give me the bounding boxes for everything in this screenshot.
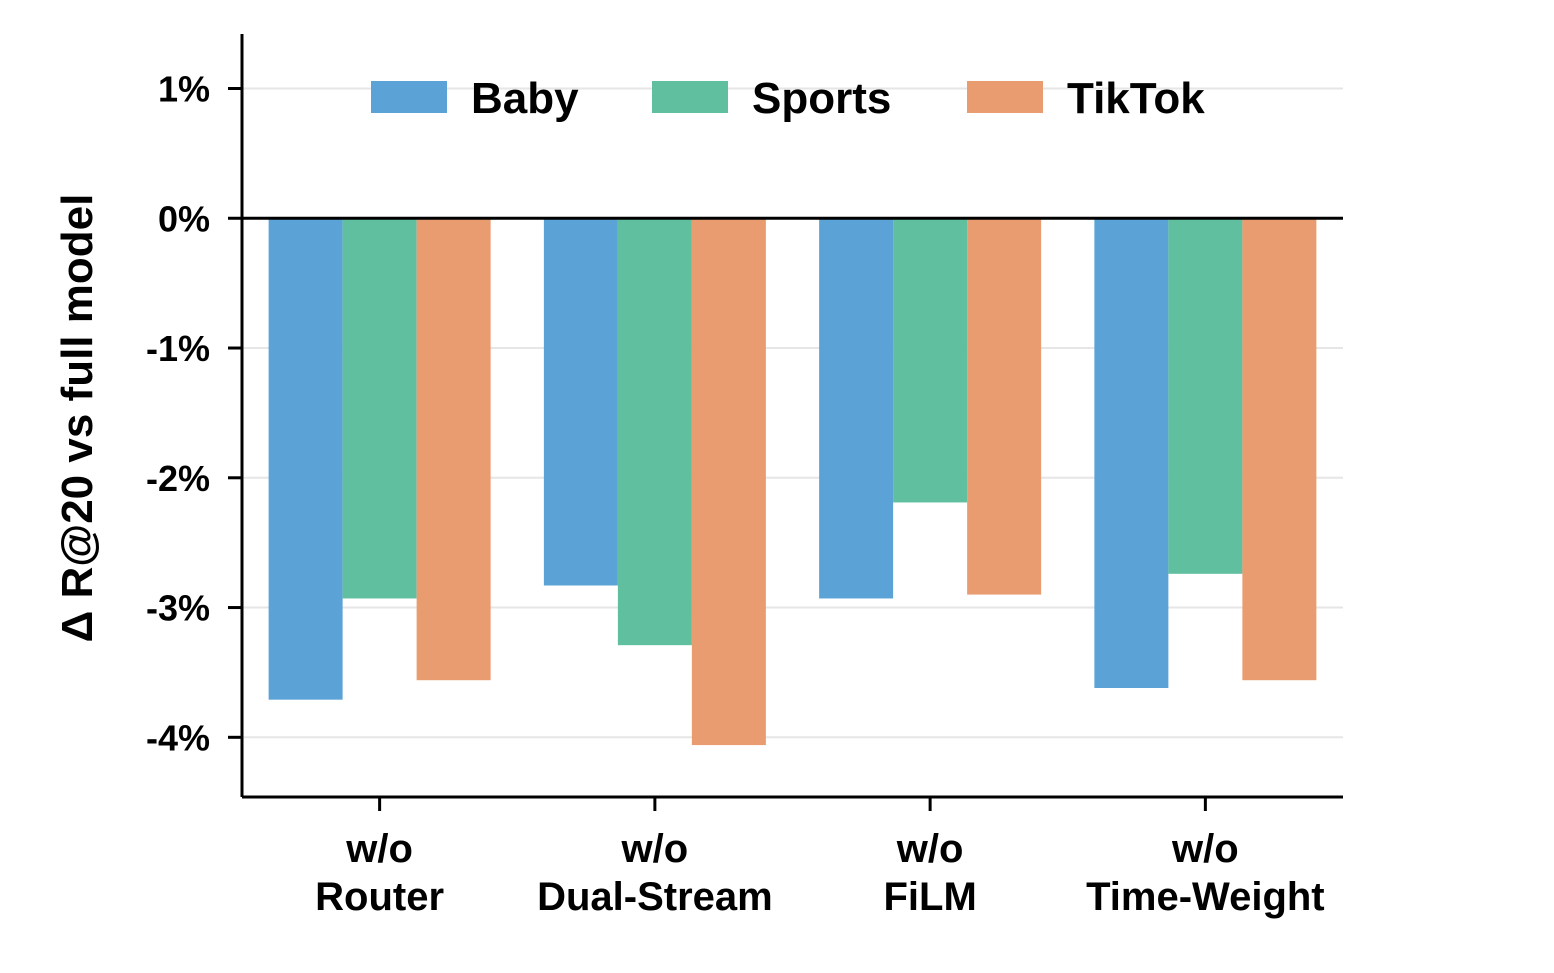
bar-baby-2: [819, 218, 894, 599]
bar-sports-1: [617, 218, 692, 646]
legend-swatch-sports: [652, 81, 728, 113]
x-tick-label: w/o: [345, 827, 413, 871]
legend-swatch-baby: [371, 81, 447, 113]
y-tick-labels: 1% 0% -1% -2% -3% -4%: [146, 69, 210, 759]
y-tick-label: -2%: [146, 458, 210, 499]
y-axis-title: Δ R@20 vs full model: [53, 194, 102, 643]
y-tick-label: -4%: [146, 717, 210, 758]
legend-swatch-tiktok: [967, 81, 1043, 113]
bars: [268, 218, 1317, 746]
axes: [228, 34, 1343, 811]
legend-label-tiktok: TikTok: [1067, 74, 1205, 123]
x-tick-label: Dual-Stream: [537, 875, 773, 919]
bar-sports-3: [1168, 218, 1243, 574]
legend-label-sports: Sports: [752, 74, 891, 123]
bar-tiktok-3: [1242, 218, 1317, 681]
y-tick-label: 0%: [158, 198, 210, 239]
x-tick-labels: w/oRouterw/oDual-Streamw/oFiLMw/oTime-We…: [315, 827, 1324, 919]
y-tick-label: -1%: [146, 328, 210, 369]
bar-baby-1: [543, 218, 618, 586]
bar-baby-3: [1094, 218, 1169, 688]
bar-sports-0: [342, 218, 417, 599]
x-tick-label: w/o: [896, 827, 964, 871]
legend: Baby Sports TikTok: [371, 74, 1205, 123]
x-tick-label: Router: [315, 875, 444, 919]
x-tick-label: w/o: [621, 827, 689, 871]
x-tick-label: FiLM: [883, 875, 976, 919]
bar-baby-0: [268, 218, 343, 700]
bar-tiktok-2: [967, 218, 1042, 595]
y-tick-label: -3%: [146, 588, 210, 629]
x-tick-label: w/o: [1171, 827, 1239, 871]
legend-label-baby: Baby: [471, 74, 579, 123]
x-tick-label: Time-Weight: [1086, 875, 1325, 919]
bar-sports-2: [893, 218, 968, 503]
y-tick-label: 1%: [158, 69, 210, 110]
bar-tiktok-0: [416, 218, 491, 681]
bar-tiktok-1: [691, 218, 766, 746]
